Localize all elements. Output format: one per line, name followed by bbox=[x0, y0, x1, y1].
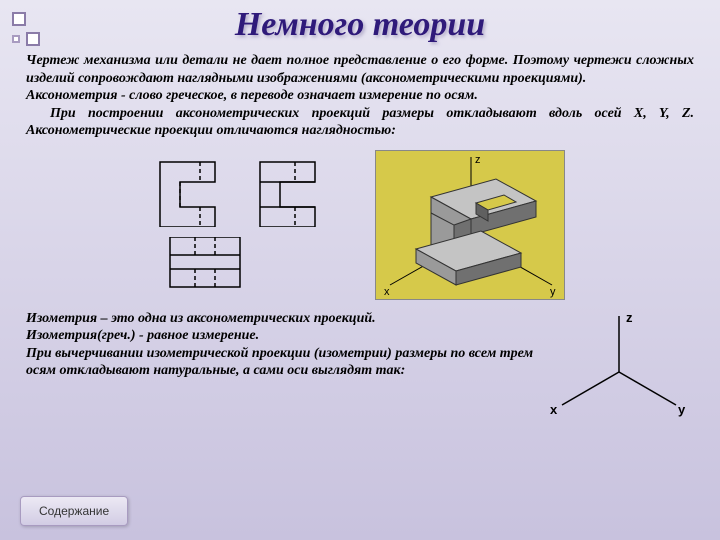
page-title: Немного теории bbox=[0, 0, 720, 44]
bottom-line-3: При вычерчивании изометрической проекции… bbox=[26, 345, 534, 380]
iso-axis-z: z bbox=[475, 154, 481, 166]
paragraph-2: Аксонометрия - слово греческое, в перево… bbox=[26, 87, 694, 105]
iso-axis-y: y bbox=[550, 286, 556, 298]
isometry-text: Изометрия – это одна из аксонометрически… bbox=[26, 310, 534, 380]
paragraph-1: Чертеж механизма или детали не дает полн… bbox=[26, 52, 694, 87]
bottom-section: Изометрия – это одна из аксонометрически… bbox=[0, 310, 720, 420]
corner-decoration bbox=[12, 12, 40, 46]
isometric-axes-diagram: z x y bbox=[544, 310, 694, 420]
axis-label-y: y bbox=[678, 402, 685, 417]
bottom-line-1: Изометрия – это одна из аксонометрически… bbox=[26, 310, 534, 328]
axis-label-x: x bbox=[550, 402, 557, 417]
figures-row: z x y bbox=[0, 150, 720, 300]
paragraph-3: При построении аксонометрических проекци… bbox=[26, 105, 694, 140]
iso-axis-x: x bbox=[384, 286, 390, 298]
ortho-top-views bbox=[155, 157, 335, 227]
orthographic-views bbox=[155, 157, 335, 292]
ortho-plan-view bbox=[155, 237, 255, 292]
isometric-view: z x y bbox=[375, 150, 565, 300]
intro-text: Чертеж механизма или детали не дает полн… bbox=[0, 44, 720, 144]
toc-button[interactable]: Содержание bbox=[20, 496, 128, 526]
axis-label-z: z bbox=[626, 310, 633, 325]
bottom-line-2: Изометрия(греч.) - равное измерение. bbox=[26, 327, 534, 345]
